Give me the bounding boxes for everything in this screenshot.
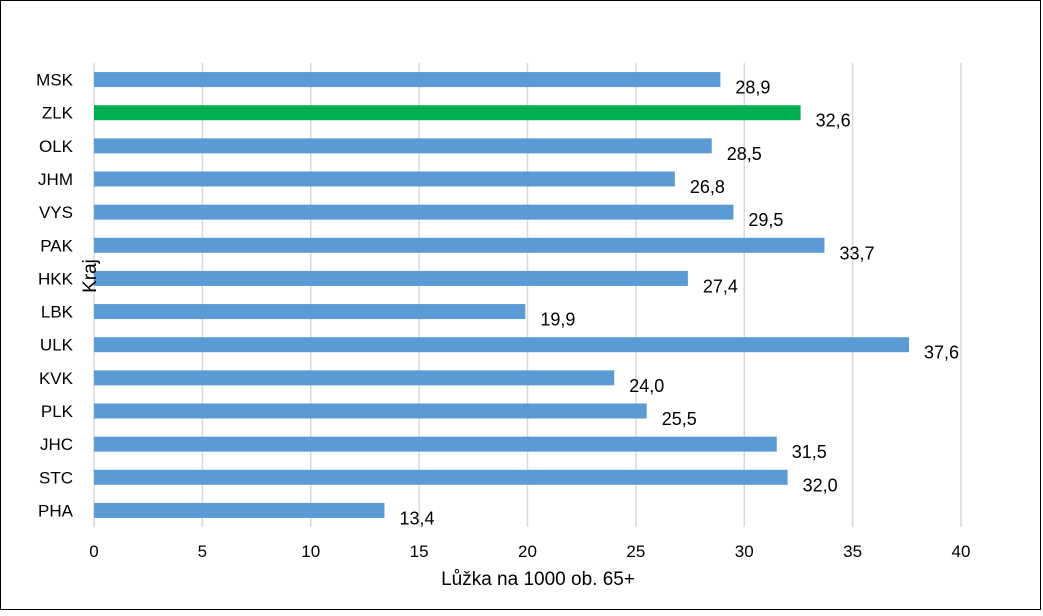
data-label: 19,9 <box>540 310 575 330</box>
bar-pak <box>94 237 825 253</box>
category-label: ULK <box>40 336 74 355</box>
bar-jhc <box>94 436 777 452</box>
x-tick-labels: 0 5 10 15 20 25 30 35 40 <box>89 542 970 561</box>
bar-lbk <box>94 304 526 320</box>
data-label: 29,5 <box>748 210 783 230</box>
bar-plk <box>94 403 647 419</box>
data-label: 24,0 <box>629 376 664 396</box>
data-label: 32,0 <box>803 475 838 495</box>
category-label: HKK <box>38 269 74 288</box>
bar-vys <box>94 204 734 220</box>
category-label: MSK <box>36 71 74 90</box>
category-label: JHM <box>38 170 73 189</box>
data-label: 32,6 <box>816 111 851 131</box>
category-labels: MSK ZLK OLK JHM VYS PAK HKK LBK ULK KVK PLK JHC STC P… <box>36 71 74 521</box>
x-tick-label: 30 <box>735 542 754 561</box>
category-label: OLK <box>39 137 74 156</box>
category-label: PAK <box>40 236 73 255</box>
bar-pha <box>94 502 385 518</box>
data-label: 27,4 <box>703 276 738 296</box>
category-label: LBK <box>41 303 74 322</box>
x-tick-label: 35 <box>843 542 862 561</box>
x-tick-label: 20 <box>518 542 537 561</box>
x-tick-label: 5 <box>198 542 207 561</box>
x-tick-label: 15 <box>410 542 429 561</box>
category-label: KVK <box>39 369 74 388</box>
bar-jhm <box>94 171 675 187</box>
y-axis-title: Kraj <box>80 259 101 293</box>
gridlines <box>93 63 962 527</box>
data-label: 25,5 <box>662 409 697 429</box>
data-label: 37,6 <box>924 343 959 363</box>
bar-olk <box>94 138 712 154</box>
data-label: 28,9 <box>735 78 770 98</box>
x-tick-label: 10 <box>301 542 320 561</box>
bar-kvk <box>94 370 615 386</box>
data-label: 26,8 <box>690 177 725 197</box>
bar-stc <box>94 469 788 485</box>
x-tick-label: 40 <box>952 542 971 561</box>
category-label: STC <box>39 468 73 487</box>
bars <box>94 72 909 518</box>
category-label: PHA <box>38 501 74 520</box>
x-axis-title: Lůžka na 1000 ob. 65+ <box>441 569 635 590</box>
category-label: PLK <box>41 402 74 421</box>
data-label: 33,7 <box>839 243 874 263</box>
x-tick-label: 0 <box>89 542 98 561</box>
data-label: 28,5 <box>727 144 762 164</box>
category-label: VYS <box>39 203 73 222</box>
bar-hkk <box>94 270 688 286</box>
data-label: 13,4 <box>399 508 434 528</box>
data-labels: 28,9 32,6 28,526,8 29,5 33,7 27,4 19,9 37,6 24,0… <box>399 78 959 529</box>
bar-zlk <box>94 105 801 121</box>
category-label: JHC <box>40 435 73 454</box>
bar-ulk <box>94 337 909 353</box>
data-label: 31,5 <box>792 442 827 462</box>
category-label: ZLK <box>42 104 74 123</box>
bar-msk <box>94 72 721 88</box>
x-tick-label: 25 <box>626 542 645 561</box>
